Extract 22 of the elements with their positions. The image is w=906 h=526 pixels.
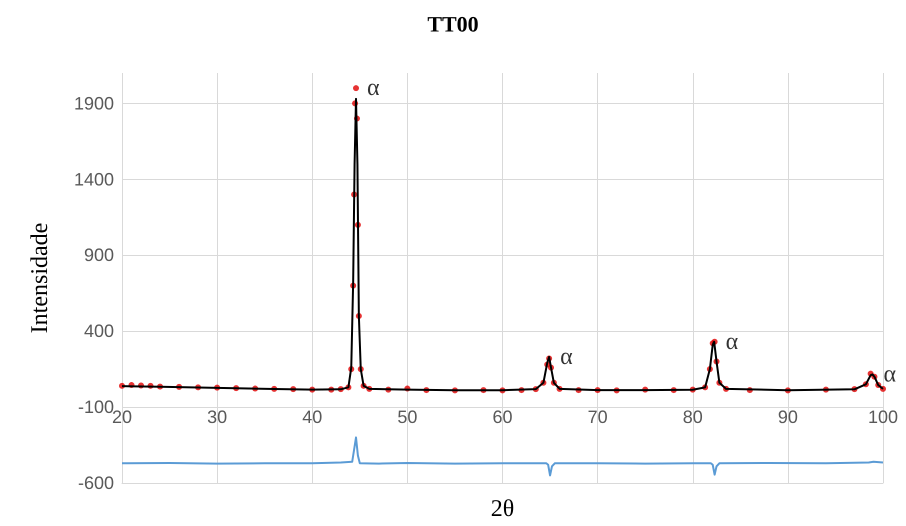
y-tick-label: -100 [78,397,114,418]
x-tick-label: 40 [302,407,322,427]
x-tick-label: 30 [207,407,228,427]
x-tick-label: 60 [492,407,513,427]
x-tick-label: 80 [682,407,703,427]
y-tick-label: -600 [78,473,114,493]
chart-title: TT00 [427,12,479,36]
y-tick-label: 1400 [74,169,114,190]
annotation: α [560,344,574,370]
x-tick-label: 100 [868,407,898,427]
annotation: α [884,361,897,388]
annotation: α [726,328,739,355]
x-tick-label: 70 [588,407,608,427]
x-tick-label: 50 [397,407,418,427]
x-axis-title: 2θ [490,496,514,522]
annotation: α [367,75,380,102]
y-tick-label: 400 [84,321,114,342]
y-tick-label: 1900 [74,93,114,114]
x-tick-label: 90 [778,407,798,427]
y-tick-label: 900 [84,245,114,266]
line-series [121,436,884,476]
y-axis-title: Intensidade [27,222,53,334]
